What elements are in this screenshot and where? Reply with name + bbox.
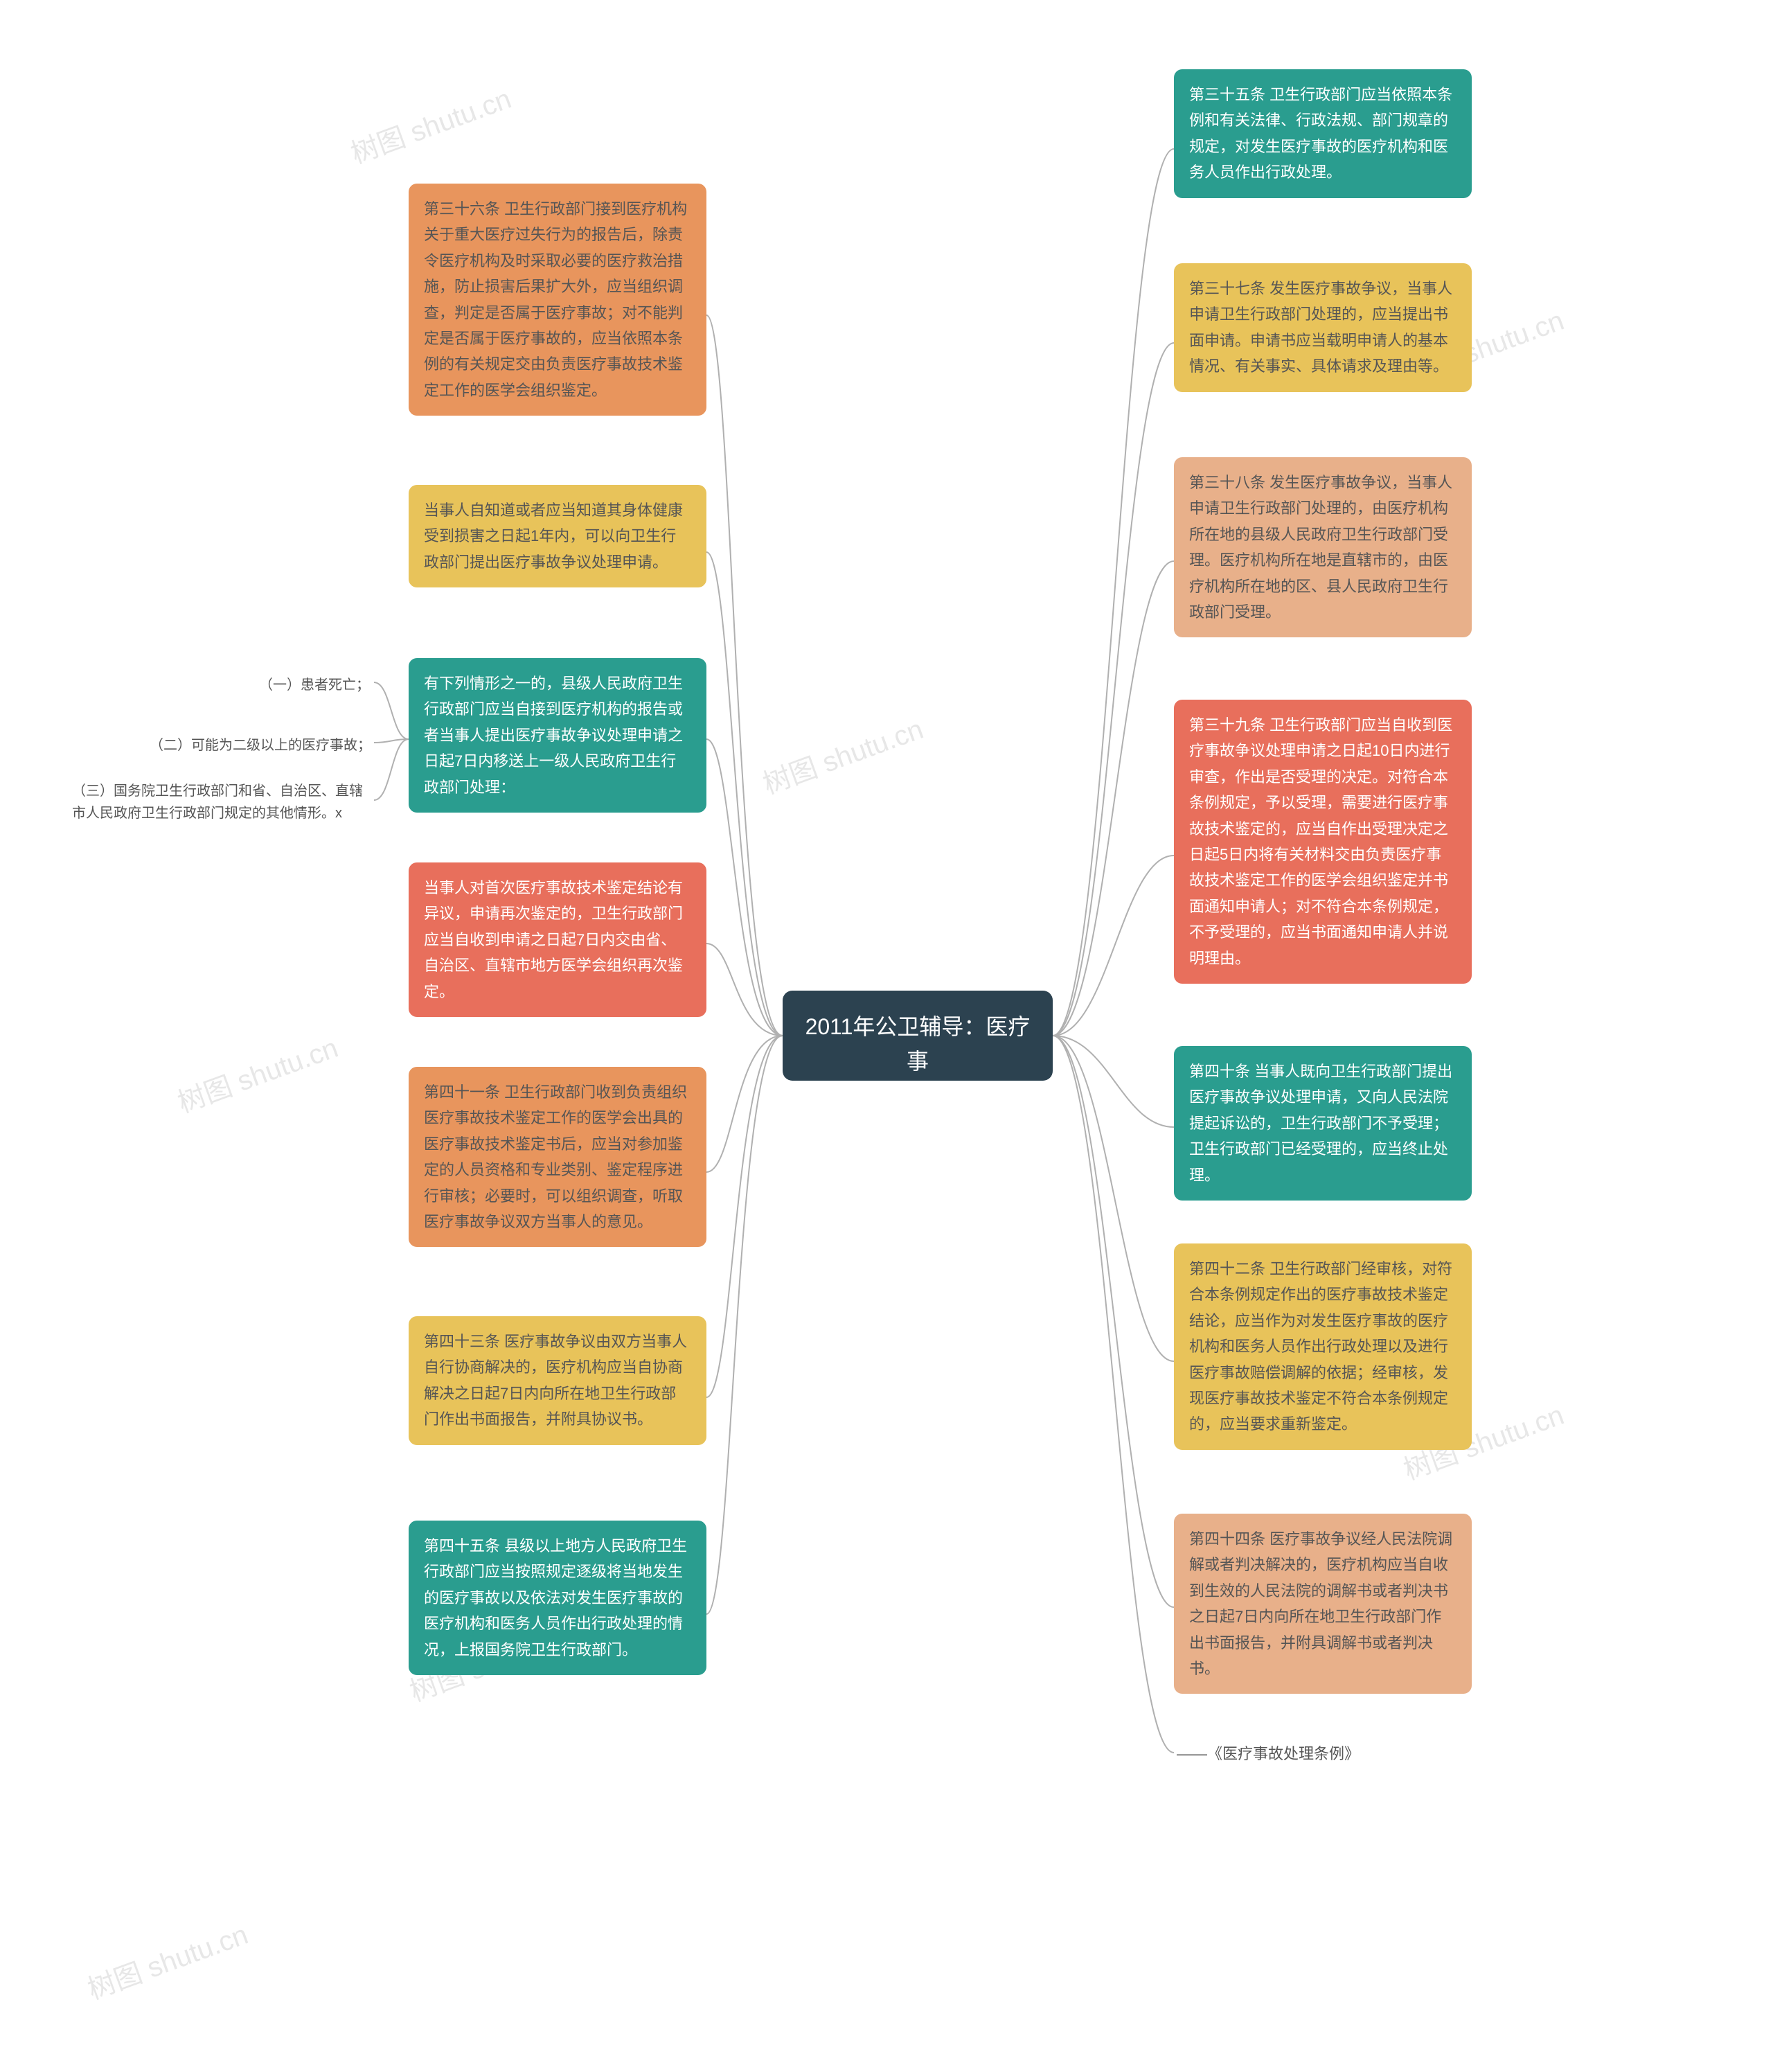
- right-node-1: 第三十五条 卫生行政部门应当依照本条例和有关法律、行政法规、部门规章的规定，对发…: [1174, 69, 1472, 198]
- right-node-6: 第四十二条 卫生行政部门经审核，对符合本条例规定作出的医疗事故技术鉴定结论，应当…: [1174, 1243, 1472, 1450]
- watermark-4: 树图 shutu.cn: [756, 707, 928, 802]
- watermark-1: 树图 shutu.cn: [344, 76, 516, 171]
- left-node-7: 第四十五条 县级以上地方人民政府卫生行政部门应当按照规定逐级将当地发生的医疗事故…: [409, 1521, 706, 1675]
- right-node-3: 第三十八条 发生医疗事故争议，当事人申请卫生行政部门处理的，由医疗机构所在地的县…: [1174, 457, 1472, 637]
- right-node-4: 第三十九条 卫生行政部门应当自收到医疗事故争议处理申请之日起10日内进行审查，作…: [1174, 700, 1472, 984]
- left-node-3-child-3: （三）国务院卫生行政部门和省、自治区、直辖市人民政府卫生行政部门规定的其他情形。…: [69, 774, 374, 830]
- right-node-7: 第四十四条 医疗事故争议经人民法院调解或者判决解决的，医疗机构应当自收到生效的人…: [1174, 1514, 1472, 1694]
- center-node: 2011年公卫辅导：医疗事故的行政处理: [783, 991, 1053, 1081]
- watermark-3: 树图 shutu.cn: [171, 1025, 343, 1120]
- left-node-3: 有下列情形之一的，县级人民政府卫生行政部门应当自接到医疗机构的报告或者当事人提出…: [409, 658, 706, 813]
- left-node-6: 第四十三条 医疗事故争议由双方当事人自行协商解决的，医疗机构应当自协商解决之日起…: [409, 1316, 706, 1445]
- left-node-3-child-2: （二）可能为二级以上的医疗事故；: [145, 729, 374, 762]
- right-node-5: 第四十条 当事人既向卫生行政部门提出医疗事故争议处理申请，又向人民法院提起诉讼的…: [1174, 1046, 1472, 1201]
- left-node-5: 第四十一条 卫生行政部门收到负责组织医疗事故技术鉴定工作的医学会出具的医疗事故技…: [409, 1067, 706, 1247]
- left-node-1: 第三十六条 卫生行政部门接到医疗机构关于重大医疗过失行为的报告后，除责令医疗机构…: [409, 184, 706, 416]
- left-node-2: 当事人自知道或者应当知道其身体健康受到损害之日起1年内，可以向卫生行政部门提出医…: [409, 485, 706, 587]
- watermark-7: 树图 shutu.cn: [81, 1912, 253, 2007]
- left-node-4: 当事人对首次医疗事故技术鉴定结论有异议，申请再次鉴定的，卫生行政部门应当自收到申…: [409, 862, 706, 1017]
- right-node-2: 第三十七条 发生医疗事故争议，当事人申请卫生行政部门处理的，应当提出书面申请。申…: [1174, 263, 1472, 392]
- left-node-3-child-1: （一）患者死亡；: [248, 668, 373, 702]
- right-node-8: ——《医疗事故处理条例》: [1174, 1735, 1382, 1772]
